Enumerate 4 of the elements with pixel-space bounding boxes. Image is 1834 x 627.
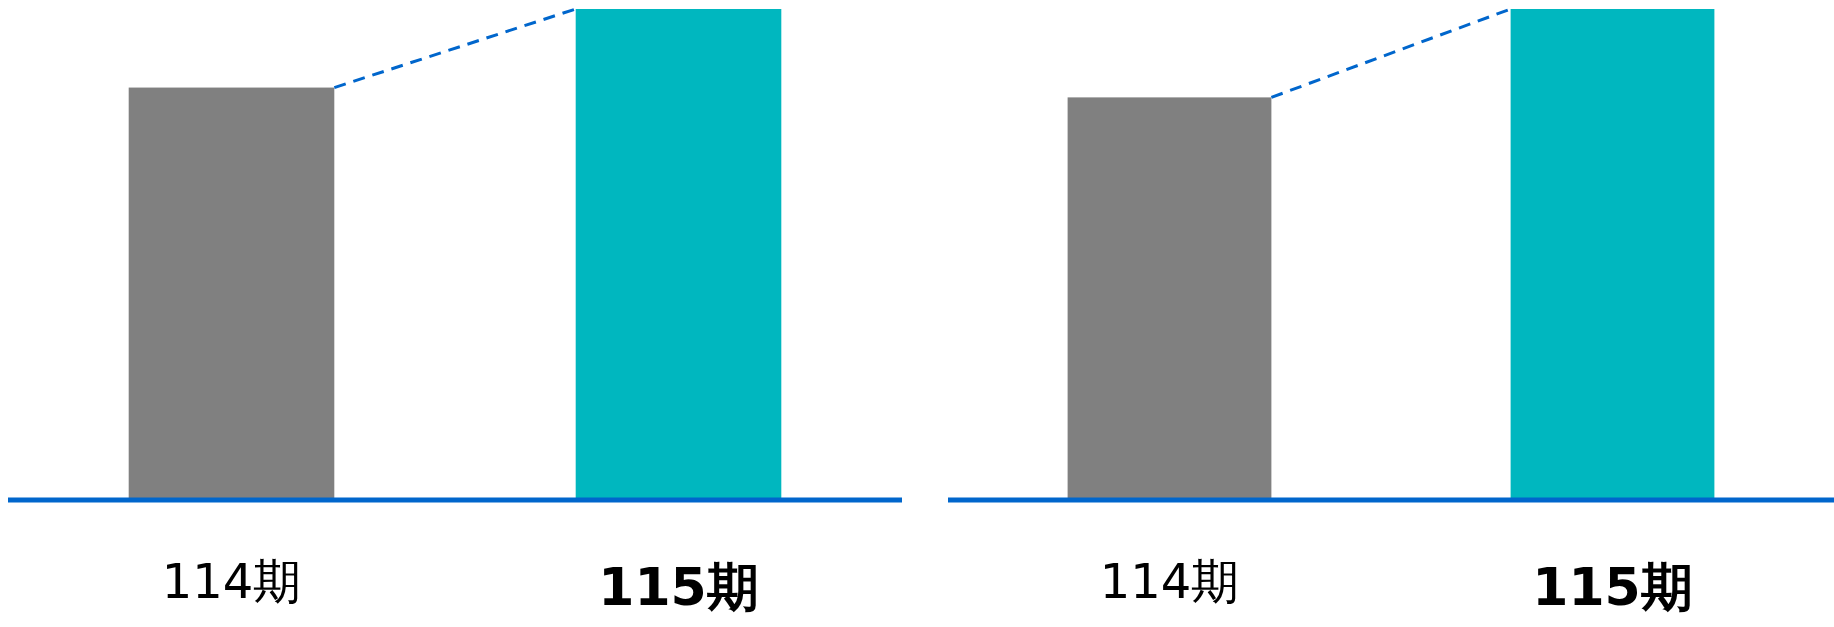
x-tick-label: 115期 [598,557,759,617]
x-tick-label: 114期 [161,553,302,609]
x-tick-label: 115期 [1532,557,1693,617]
x-tick-label: 114期 [1099,553,1240,609]
